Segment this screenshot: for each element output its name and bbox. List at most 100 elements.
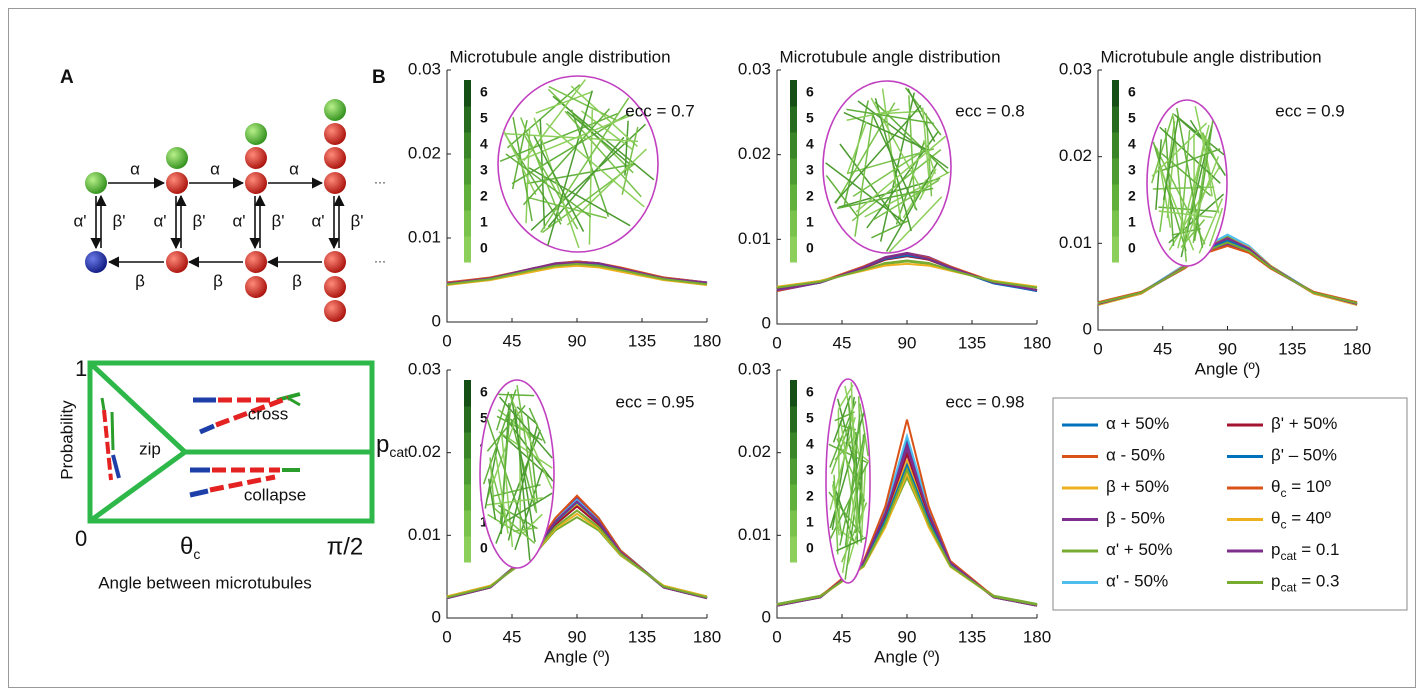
- microtubule: [495, 391, 510, 431]
- microtubule: [852, 149, 926, 198]
- mt-segment: [215, 395, 289, 428]
- legend-label: α' - 50%: [1106, 572, 1168, 591]
- region-label: zip: [139, 439, 161, 458]
- subunit: [324, 99, 346, 121]
- series-line: [776, 462, 1038, 606]
- series-line: [776, 470, 1038, 606]
- colorbar-tick-label: 1: [480, 514, 488, 530]
- colorbar-segment: [790, 406, 797, 433]
- microtubule: [489, 457, 496, 510]
- legend-name: β' + 50%: [1271, 414, 1337, 433]
- microtubule: [837, 384, 854, 410]
- symbol: p: [376, 431, 389, 458]
- colorbar-segment: [464, 184, 471, 211]
- x-tick-label: 0: [772, 333, 781, 352]
- microtubule: [834, 104, 922, 204]
- colorbar-tick-label: 0: [806, 240, 814, 256]
- microtubule: [857, 100, 949, 169]
- colorbar-segment: [464, 210, 471, 237]
- cell-outline: [825, 378, 871, 584]
- colorbar-segment: [790, 458, 797, 485]
- colorbar-tick-label: 4: [806, 436, 814, 452]
- x-tick-label: 135: [958, 627, 986, 646]
- microtubule: [839, 420, 858, 529]
- x-axis-label: Angle (º): [1195, 359, 1261, 378]
- legend-name: α' - 50%: [1106, 572, 1168, 591]
- rate-label: α': [311, 211, 324, 230]
- annotation: ecc = 0.8: [955, 101, 1024, 120]
- microtubule: [1198, 198, 1223, 254]
- y-tick-label: 0.01: [738, 229, 771, 248]
- x-tick-label: 0: [442, 331, 451, 350]
- microtubule: [1152, 186, 1215, 190]
- mt-segment: [110, 411, 115, 451]
- cell-outline: [822, 80, 952, 254]
- microtubule: [825, 162, 905, 223]
- legend-label: α + 50%: [1106, 414, 1169, 433]
- colorbar-segment: [464, 458, 471, 485]
- microtubule: [843, 111, 931, 152]
- y-tick-label: 0.03: [738, 359, 771, 378]
- series-line: [1097, 241, 1358, 305]
- y-tick-label: 0: [762, 607, 771, 626]
- colorbar-tick-label: 0: [480, 540, 488, 556]
- colorbar-tick-label: 0: [1128, 240, 1136, 256]
- x-tick-label: 0: [1093, 339, 1102, 358]
- series-line: [776, 466, 1038, 606]
- subunit: [245, 123, 267, 145]
- y-tick-label: 1: [75, 356, 87, 381]
- series-line: [776, 252, 1038, 292]
- chart-title: Microtubule angle distribution: [1100, 47, 1321, 66]
- rate-label: β: [292, 271, 302, 290]
- microtubule: [1158, 210, 1213, 219]
- x-tick-label: 135: [628, 331, 656, 350]
- figure-border: [8, 8, 1416, 688]
- microtubule: [500, 433, 514, 548]
- colorbar-tick-label: 1: [1128, 214, 1136, 230]
- subunit: [166, 251, 188, 273]
- legend-label: α - 50%: [1106, 446, 1165, 465]
- colorbar-tick-label: 5: [1128, 110, 1136, 126]
- subscript: cat: [1280, 549, 1297, 563]
- rate-label: α: [289, 159, 299, 178]
- microtubule: [499, 396, 553, 459]
- legend-label: pcat = 0.1: [1271, 540, 1340, 563]
- microtubule: [513, 527, 536, 533]
- colorbar-segment: [1112, 158, 1119, 185]
- microtubule: [841, 437, 866, 573]
- x-tick-label: 90: [1218, 339, 1237, 358]
- colorbar-tick-label: 5: [480, 410, 488, 426]
- microtubule: [526, 163, 636, 185]
- rate-label: α: [210, 159, 220, 178]
- legend-name: α - 50%: [1106, 446, 1165, 465]
- microtubule: [1180, 129, 1191, 233]
- colorbar-tick-label: 2: [1128, 188, 1136, 204]
- microtubule: [518, 113, 635, 162]
- y-tick-label: 0: [432, 607, 441, 626]
- microtubule: [874, 98, 912, 232]
- colorbar-segment: [1112, 106, 1119, 133]
- microtubule: [1177, 124, 1210, 249]
- microtubule: [621, 126, 639, 196]
- subunit: [324, 251, 346, 273]
- y-tick-label: 0.03: [408, 59, 441, 78]
- rate-label: β': [192, 211, 205, 230]
- microtubule: [516, 385, 538, 514]
- microtubule: [860, 465, 867, 543]
- legend-label: θc = 10º: [1271, 477, 1331, 500]
- microtubule: [547, 90, 594, 246]
- ellipsis: ···: [374, 254, 386, 268]
- series-line: [776, 458, 1038, 606]
- microtubule: [566, 110, 631, 165]
- microtubule: [844, 414, 861, 546]
- y-tick-label: 0.02: [1059, 146, 1092, 165]
- microtubule: [522, 108, 611, 206]
- x-tick-label: 0: [772, 627, 781, 646]
- legend-suffix: = 40º: [1286, 509, 1331, 528]
- microtubule: [1193, 120, 1214, 242]
- annotation: ecc = 0.95: [616, 392, 695, 411]
- microtubule: [482, 389, 517, 485]
- colorbar-segment: [464, 380, 471, 407]
- colorbar-tick-label: 6: [806, 384, 814, 400]
- colorbar-tick-label: 1: [806, 514, 814, 530]
